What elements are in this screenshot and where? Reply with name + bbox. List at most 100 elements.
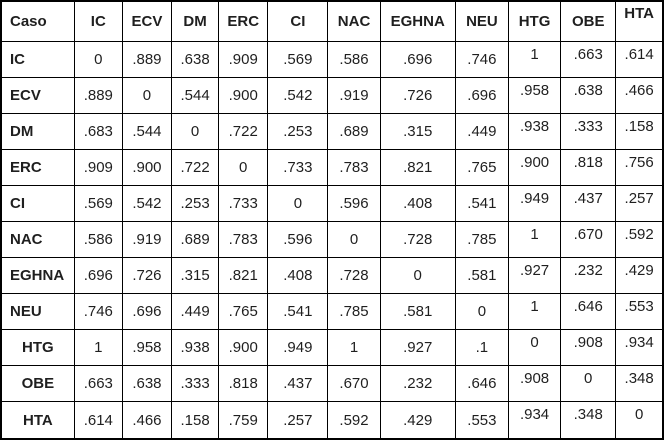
matrix-cell: .581 bbox=[454, 257, 509, 295]
matrix-cell: .889 bbox=[73, 77, 123, 115]
row-label: ERC bbox=[0, 149, 75, 187]
column-header-htg: HTG bbox=[507, 0, 562, 42]
matrix-cell: .158 bbox=[170, 401, 220, 440]
table-row: IC 0.889.638.909.569.586.696.746 1.663.614 bbox=[0, 40, 664, 79]
matrix-cell: .542 bbox=[121, 185, 173, 223]
matrix-cell: .909 bbox=[218, 40, 269, 79]
matrix-cell: .765 bbox=[454, 149, 509, 187]
matrix-cell: 0 bbox=[121, 77, 173, 115]
matrix-cell: .908 bbox=[507, 365, 562, 403]
table-row: OBE .663.638.333.818.437.670.232.646.908 0… bbox=[0, 365, 664, 403]
matrix-cell: .544 bbox=[121, 113, 173, 151]
matrix-cell: .638 bbox=[121, 365, 173, 403]
matrix-cell: .900 bbox=[121, 149, 173, 187]
matrix-cell: .646 bbox=[560, 293, 617, 331]
matrix-cell: .821 bbox=[379, 149, 456, 187]
table-row: DM .683.544 0.722.253.689.315.449.938.333.… bbox=[0, 113, 664, 151]
matrix-cell: .253 bbox=[170, 185, 220, 223]
row-label: HTG bbox=[0, 329, 75, 367]
matrix-cell: .934 bbox=[507, 401, 562, 440]
table-row: NAC .586.919.689.783.596 0.728.785 1.670.59… bbox=[0, 221, 664, 259]
matrix-cell: .592 bbox=[327, 401, 381, 440]
table-row: EGHNA .696.726.315.821.408.728 0.581.927.2… bbox=[0, 257, 664, 295]
matrix-cell: .927 bbox=[379, 329, 456, 367]
matrix-cell: .696 bbox=[379, 40, 456, 79]
matrix-cell: .938 bbox=[507, 113, 562, 151]
column-header-eghna: EGHNA bbox=[379, 0, 456, 42]
matrix-cell: .315 bbox=[170, 257, 220, 295]
matrix-cell: 1 bbox=[507, 40, 562, 79]
matrix-cell: .429 bbox=[615, 257, 664, 295]
matrix-cell: .553 bbox=[615, 293, 664, 331]
matrix-cell: .232 bbox=[379, 365, 456, 403]
matrix-cell: .614 bbox=[615, 40, 664, 79]
row-label: CI bbox=[0, 185, 75, 223]
matrix-cell: .348 bbox=[560, 401, 617, 440]
matrix-cell: .541 bbox=[454, 185, 509, 223]
matrix-cell: .821 bbox=[218, 257, 269, 295]
matrix-cell: .158 bbox=[615, 113, 664, 151]
row-label: EGHNA bbox=[0, 257, 75, 295]
matrix-cell: .818 bbox=[560, 149, 617, 187]
row-label: IC bbox=[0, 40, 75, 79]
matrix-cell: .934 bbox=[615, 329, 664, 367]
matrix-cell: .746 bbox=[454, 40, 509, 79]
matrix-cell: .733 bbox=[267, 149, 329, 187]
row-label: DM bbox=[0, 113, 75, 151]
matrix-cell: 0 bbox=[170, 113, 220, 151]
matrix-cell: .938 bbox=[170, 329, 220, 367]
table-body: IC 0.889.638.909.569.586.696.746 1.663.614… bbox=[0, 40, 664, 440]
matrix-cell: 1 bbox=[507, 293, 562, 331]
column-header-ecv: ECV bbox=[121, 0, 173, 42]
matrix-cell: .638 bbox=[170, 40, 220, 79]
matrix-cell: .592 bbox=[615, 221, 664, 259]
column-header-nac: NAC bbox=[327, 0, 381, 42]
matrix-cell: .333 bbox=[170, 365, 220, 403]
matrix-cell: .919 bbox=[327, 77, 381, 115]
matrix-cell: .663 bbox=[73, 365, 123, 403]
matrix-cell: .765 bbox=[218, 293, 269, 331]
matrix-cell: .596 bbox=[267, 221, 329, 259]
matrix-cell: .408 bbox=[267, 257, 329, 295]
matrix-cell: .670 bbox=[560, 221, 617, 259]
matrix-cell: .232 bbox=[560, 257, 617, 295]
matrix-cell: .542 bbox=[267, 77, 329, 115]
matrix-cell: .586 bbox=[73, 221, 123, 259]
row-label: NAC bbox=[0, 221, 75, 259]
matrix-cell: .544 bbox=[170, 77, 220, 115]
matrix-cell: .783 bbox=[327, 149, 381, 187]
matrix-cell: .466 bbox=[121, 401, 173, 440]
matrix-cell: .581 bbox=[379, 293, 456, 331]
matrix-cell: .614 bbox=[73, 401, 123, 440]
column-header-ci: CI bbox=[267, 0, 329, 42]
matrix-cell: .670 bbox=[327, 365, 381, 403]
matrix-cell: .689 bbox=[170, 221, 220, 259]
matrix-cell: 0 bbox=[267, 185, 329, 223]
matrix-cell: 1 bbox=[73, 329, 123, 367]
matrix-cell: .949 bbox=[267, 329, 329, 367]
matrix-cell: .646 bbox=[454, 365, 509, 403]
matrix-cell: 1 bbox=[507, 221, 562, 259]
matrix-cell: .683 bbox=[73, 113, 123, 151]
matrix-cell: .722 bbox=[170, 149, 220, 187]
column-header-obe: OBE bbox=[560, 0, 617, 42]
matrix-cell: 0 bbox=[379, 257, 456, 295]
matrix-cell: .728 bbox=[327, 257, 381, 295]
matrix-cell: 0 bbox=[454, 293, 509, 331]
matrix-cell: .466 bbox=[615, 77, 664, 115]
matrix-cell: .908 bbox=[560, 329, 617, 367]
matrix-cell: .569 bbox=[73, 185, 123, 223]
matrix-cell: .900 bbox=[218, 77, 269, 115]
matrix-cell: .638 bbox=[560, 77, 617, 115]
matrix-cell: .726 bbox=[379, 77, 456, 115]
matrix-cell: .437 bbox=[267, 365, 329, 403]
matrix-cell: .909 bbox=[73, 149, 123, 187]
matrix-cell: 0 bbox=[615, 401, 664, 440]
matrix-cell: 0 bbox=[560, 365, 617, 403]
matrix-cell: .759 bbox=[218, 401, 269, 440]
row-label: HTA bbox=[0, 401, 75, 440]
matrix-cell: .333 bbox=[560, 113, 617, 151]
matrix-cell: .596 bbox=[327, 185, 381, 223]
matrix-cell: 0 bbox=[218, 149, 269, 187]
